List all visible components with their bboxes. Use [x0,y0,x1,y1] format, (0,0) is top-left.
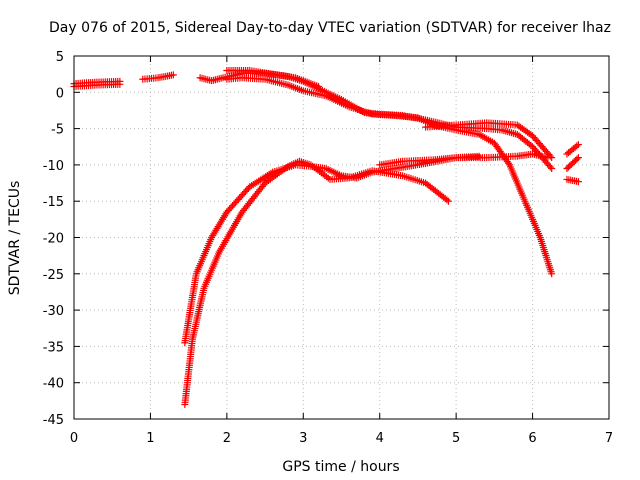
chart-title: Day 076 of 2015, Sidereal Day-to-day VTE… [49,20,611,36]
series-arc-m [563,175,582,186]
series-arc-g [422,119,556,162]
x-tick-label: 1 [146,431,154,446]
series-arc-h [376,150,552,169]
data-point [546,163,554,171]
y-tick-label: -5 [51,123,64,138]
data-point [573,155,581,163]
data-point [443,196,451,204]
series-arc-c [139,71,177,83]
y-tick-label: -10 [43,159,64,174]
data-point [574,141,582,149]
y-axis-label: SDTVAR / TECUs [7,181,23,296]
y-tick-label: 0 [56,86,64,101]
data-point [573,142,581,150]
y-tick-label: -15 [43,195,64,210]
data-points [70,67,582,408]
x-tick-label: 2 [223,431,231,446]
data-point [260,181,268,189]
data-point [544,154,552,162]
y-tick-label: -25 [43,268,64,283]
series-arc-j [181,157,452,408]
x-tick-label: 6 [528,431,536,446]
data-point [548,270,556,278]
data-point [574,178,582,186]
y-tick-label: -35 [43,340,64,355]
series-arc-b [70,80,124,90]
series-arc-l [563,154,582,173]
series-arc-f [223,67,323,90]
y-tick-label: -40 [43,377,64,392]
x-tick-label: 3 [299,431,307,446]
data-point [548,165,556,173]
axis-ticks: 0 1 2 3 4 5 6 7 5 0 -5 -10 -15 -20 -25 -30 -35 -40 -45 [43,50,613,446]
grid [74,56,609,419]
x-tick-label: 7 [605,431,613,446]
y-tick-label: -20 [43,232,64,247]
series-arc-k [563,141,582,158]
data-point [445,197,452,205]
data-point [116,80,124,88]
data-point [475,152,483,160]
data-point [504,159,512,167]
x-tick-label: 4 [376,431,384,446]
y-tick-label: -30 [43,304,64,319]
x-tick-label: 5 [452,431,460,446]
data-point [169,71,177,79]
x-tick-label: 0 [70,431,78,446]
y-tick-label: 5 [56,50,64,65]
data-point [574,154,582,162]
x-axis-label: GPS time / hours [282,459,399,475]
y-tick-label: -45 [43,413,64,428]
data-point [315,82,323,90]
